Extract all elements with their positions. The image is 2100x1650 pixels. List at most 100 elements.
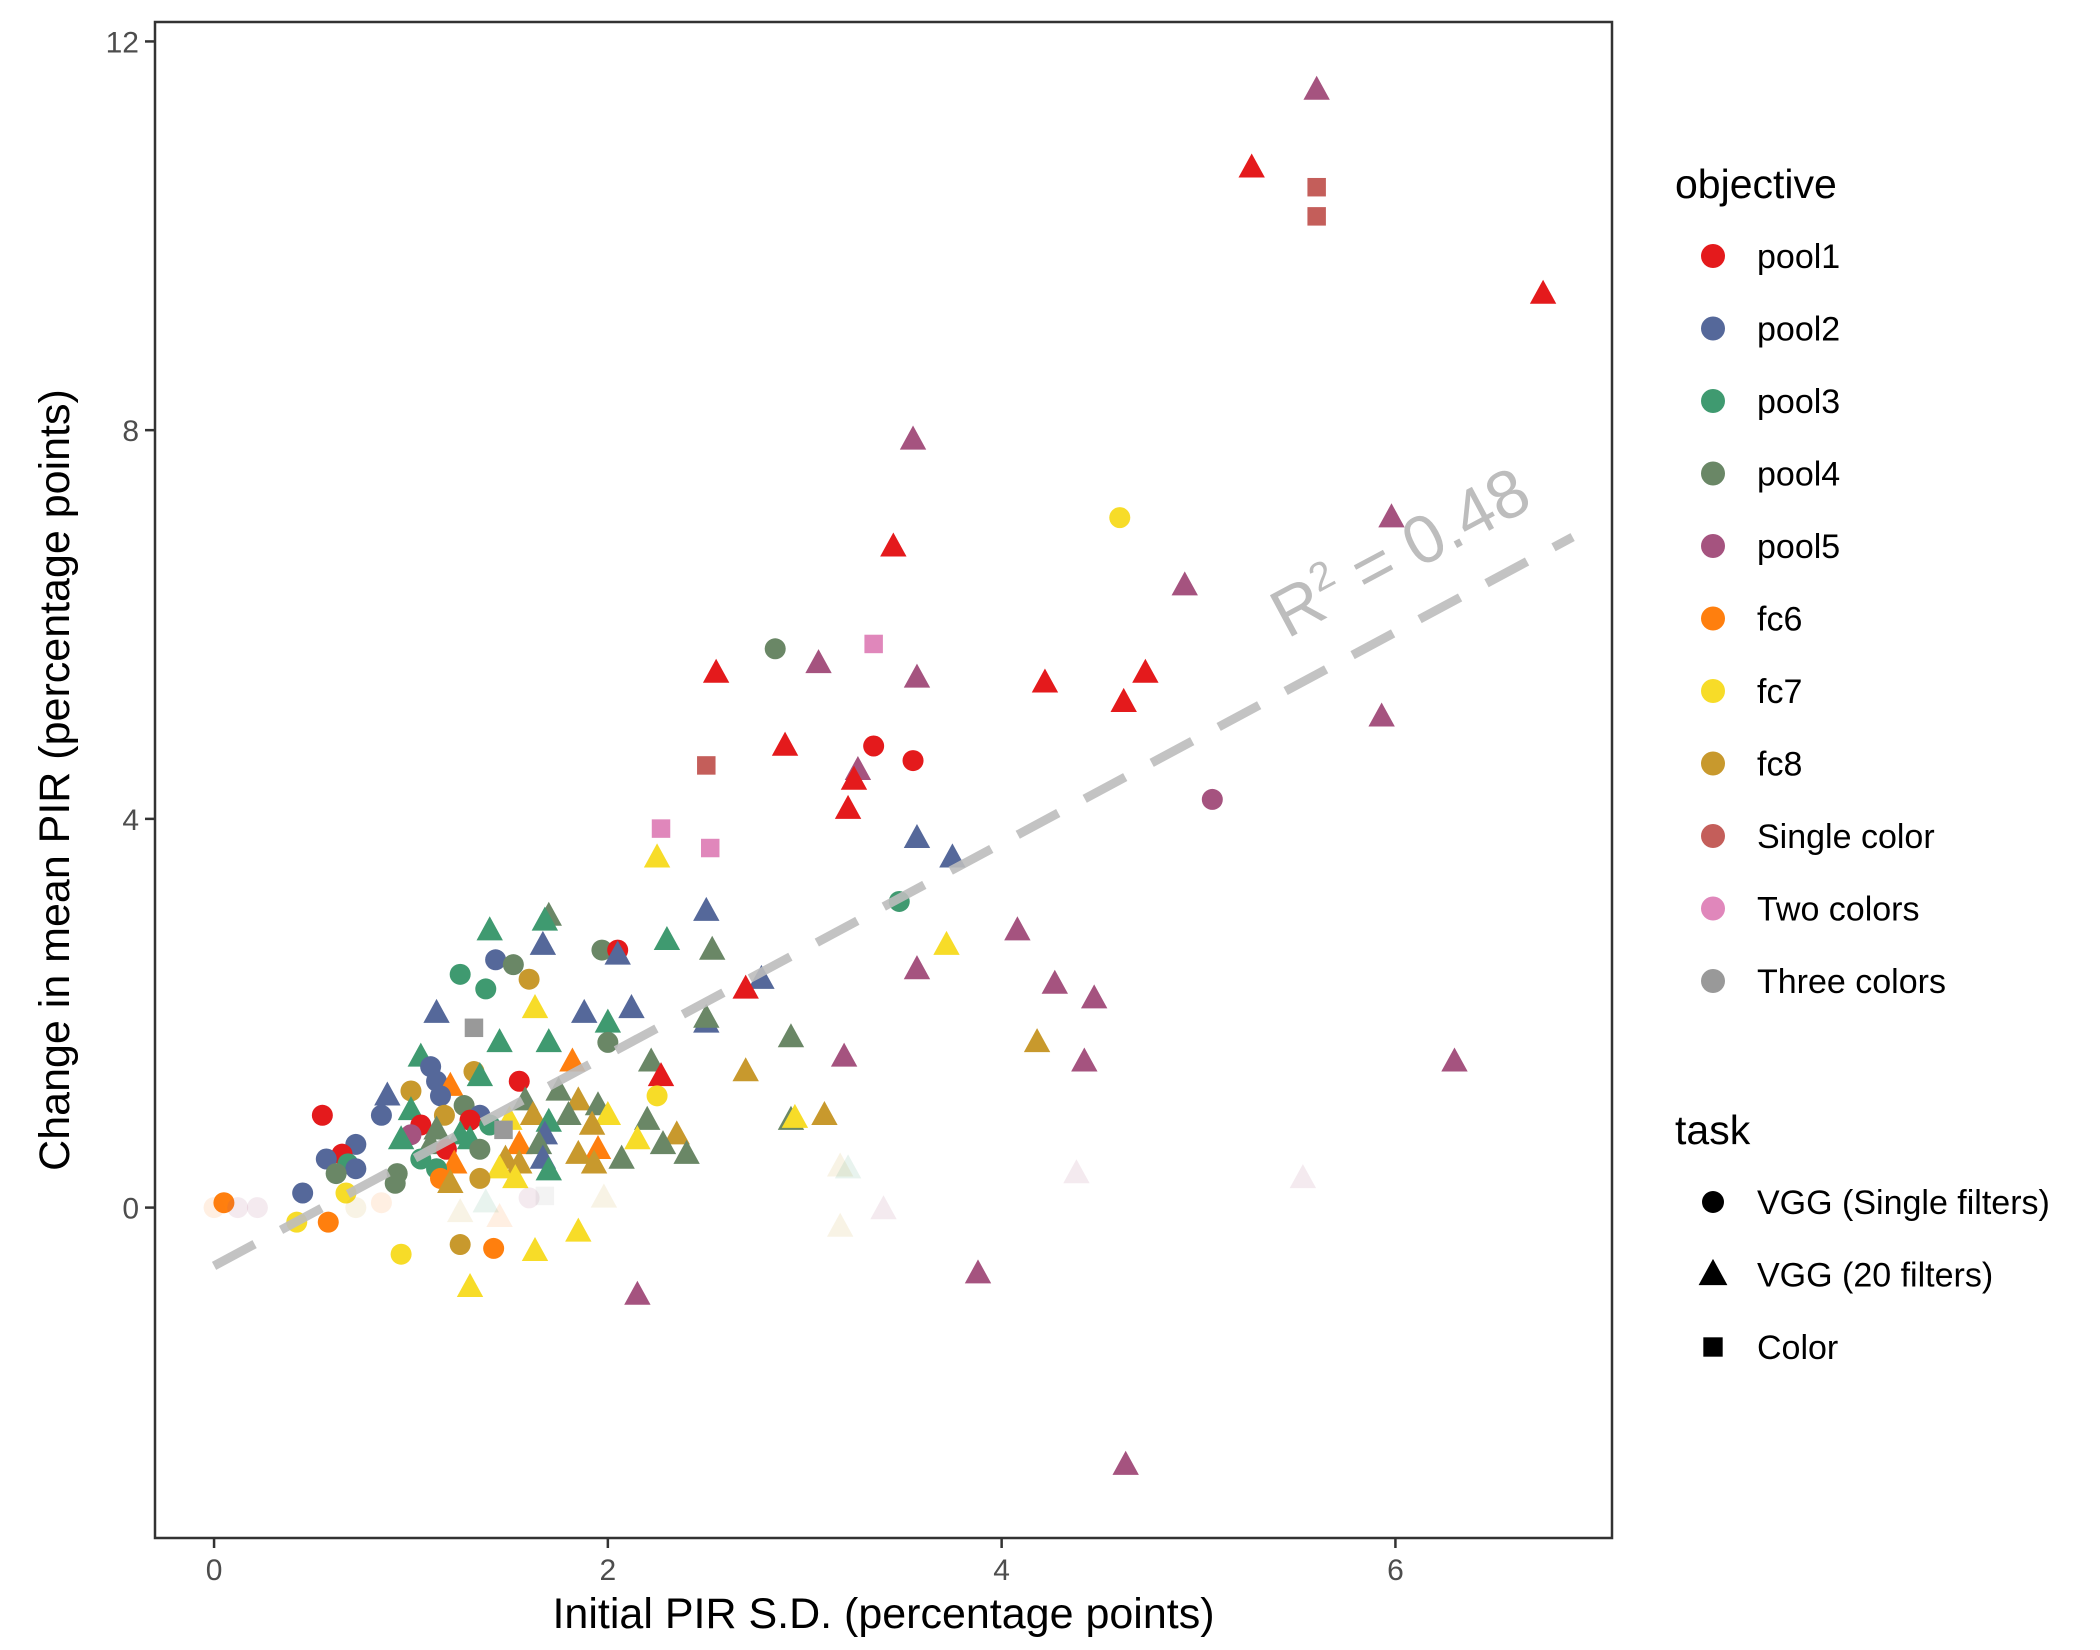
- data-point: [437, 1168, 464, 1193]
- legend-key-circle: [1701, 751, 1725, 776]
- data-point: [1238, 153, 1265, 178]
- data-point: [771, 731, 799, 756]
- data-point: [494, 1120, 513, 1140]
- data-point: [693, 896, 720, 921]
- x-tick-label: 0: [206, 1554, 223, 1587]
- data-point: [578, 1110, 606, 1135]
- data-point: [555, 1100, 582, 1125]
- legend-label: pool2: [1757, 311, 1840, 349]
- legend-key-circle: [1701, 969, 1725, 993]
- legend-label: Color: [1757, 1329, 1838, 1367]
- data-point: [317, 1211, 339, 1233]
- x-axis-ticks: 0 2 4 6: [206, 1538, 1404, 1587]
- data-point: [693, 1003, 720, 1028]
- legend-label: Three colors: [1757, 963, 1946, 1001]
- legend-objective: objective pool1 pool2 pool3 pool4 pool5 fc6 fc…: [1675, 161, 1946, 1001]
- data-point: [1289, 1164, 1317, 1189]
- data-point: [1041, 969, 1068, 994]
- legend-label: fc7: [1757, 673, 1802, 711]
- legend-label: VGG (20 filters): [1757, 1257, 1993, 1295]
- data-point: [292, 1182, 314, 1204]
- data-point: [826, 1152, 854, 1177]
- trendline-layer: [211, 533, 1575, 1270]
- data-point: [469, 1138, 491, 1160]
- data-point: [591, 939, 613, 961]
- x-tick-label: 6: [1387, 1554, 1404, 1587]
- data-point: [840, 765, 868, 790]
- data-point: [529, 930, 557, 955]
- data-point: [441, 1149, 468, 1174]
- data-point: [811, 1100, 838, 1125]
- data-point: [1378, 503, 1405, 528]
- data-point: [502, 1164, 529, 1189]
- legend-key-circle: [1701, 824, 1725, 848]
- data-point: [400, 1080, 422, 1102]
- legend-key-triangle: [1698, 1258, 1728, 1286]
- data-point: [618, 994, 645, 1019]
- data-point: [880, 532, 907, 557]
- data-point: [608, 1144, 635, 1169]
- data-point: [777, 1023, 805, 1048]
- legend-label: pool3: [1757, 383, 1840, 421]
- data-point: [781, 1103, 809, 1128]
- data-point: [429, 1085, 451, 1107]
- legend-label: VGG (Single filters): [1757, 1184, 2050, 1222]
- data-point: [964, 1259, 992, 1284]
- data-point: [1071, 1047, 1098, 1072]
- legend-label: Two colors: [1757, 891, 1920, 929]
- data-point: [1201, 788, 1223, 810]
- data-point: [899, 425, 927, 450]
- data-points: [203, 75, 1557, 1475]
- data-point: [518, 1187, 540, 1209]
- plot-panel-border: [153, 20, 1614, 1540]
- legend-key-circle: [1701, 896, 1725, 921]
- x-axis-title: Initial PIR S.D. (percentage points): [552, 1590, 1214, 1638]
- data-point: [830, 1042, 858, 1067]
- data-point: [423, 998, 450, 1023]
- data-point: [518, 968, 540, 990]
- data-point: [1110, 687, 1137, 712]
- x-tick-label: 4: [993, 1554, 1010, 1587]
- data-point: [449, 963, 471, 985]
- data-point: [624, 1125, 651, 1150]
- data-point: [449, 1234, 471, 1256]
- data-point: [521, 1236, 549, 1262]
- data-point: [700, 838, 720, 858]
- y-tick-label: 8: [122, 415, 139, 448]
- data-point: [397, 1096, 425, 1121]
- data-point: [903, 955, 931, 980]
- data-point: [702, 658, 730, 683]
- data-point: [1441, 1047, 1468, 1072]
- data-point: [1368, 702, 1395, 727]
- data-point: [311, 1104, 333, 1126]
- data-point: [246, 1197, 268, 1219]
- data-point: [384, 1172, 406, 1194]
- data-point: [535, 1156, 562, 1181]
- data-point: [456, 1272, 484, 1297]
- data-point: [699, 935, 726, 960]
- data-point: [502, 954, 524, 976]
- data-point: [525, 1130, 553, 1155]
- y-axis-title: Change in mean PIR (percentage points): [31, 389, 79, 1171]
- data-point: [545, 1076, 572, 1101]
- x-tick-label: 2: [600, 1554, 617, 1587]
- y-tick-label: 4: [122, 804, 139, 837]
- data-point: [1031, 668, 1059, 693]
- data-point: [597, 1031, 619, 1053]
- legend-key-circle: [1701, 679, 1725, 703]
- data-point: [506, 1130, 533, 1155]
- data-point: [732, 1057, 759, 1082]
- data-point: [325, 1163, 347, 1185]
- data-point: [870, 1195, 897, 1220]
- data-point: [387, 1125, 415, 1150]
- data-point: [647, 1062, 675, 1087]
- data-point: [483, 1237, 505, 1259]
- data-point: [646, 1085, 668, 1107]
- data-point: [459, 1109, 481, 1131]
- data-point: [475, 978, 497, 1000]
- legend-objective-title: objective: [1675, 161, 1837, 207]
- data-point: [565, 1086, 592, 1111]
- legend-task-title: task: [1675, 1107, 1751, 1153]
- data-point: [1307, 177, 1326, 197]
